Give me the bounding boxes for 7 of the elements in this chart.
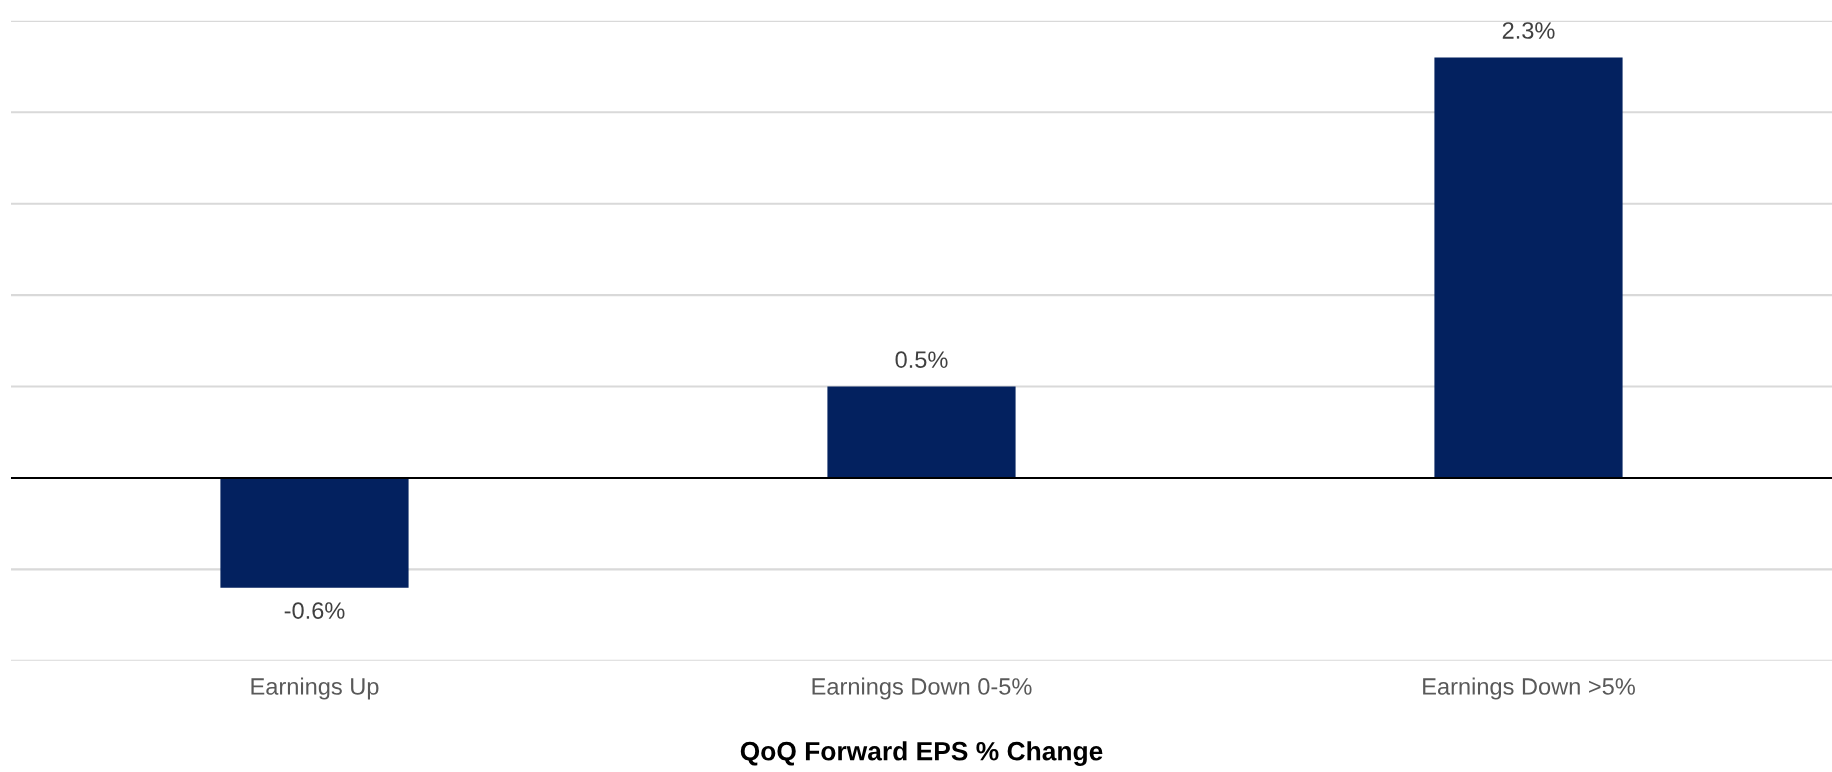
data-label: 0.5% — [895, 351, 948, 368]
data-label: 2.3% — [1502, 22, 1555, 39]
x-axis-title: QoQ Forward EPS % Change — [740, 741, 1103, 766]
data-label: -0.6% — [284, 602, 345, 619]
x-tick-label: Earnings Down >5% — [1423, 677, 1635, 700]
x-tick-label: Earnings Up — [251, 677, 379, 700]
x-tick-label: Earnings Down 0-5% — [812, 677, 1032, 700]
